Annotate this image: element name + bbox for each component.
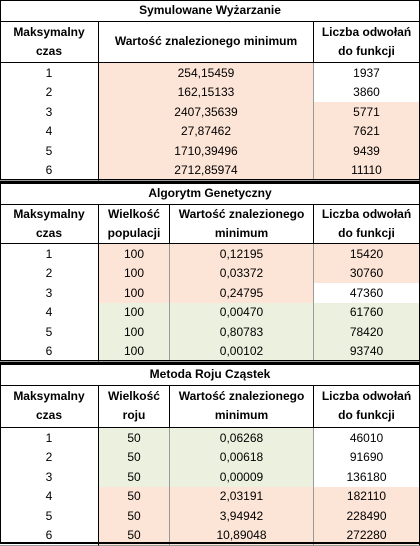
table-cell: 50 [99,487,170,508]
section-title: Metoda Roju Cząstek [0,364,420,386]
section-divider [0,362,420,364]
table-cell: 0,80783 [170,322,314,343]
table-cell: 3 [0,283,99,304]
table-cell: 1 [0,244,99,265]
column-header-label: Liczba odwołań do funkcji [314,387,419,425]
column-header: Wartość znalezionego minimum [170,204,314,244]
column-header-label: Maksymalny czas [0,387,98,425]
table-cell: 27,87462 [99,122,314,143]
table-cell: 100 [99,322,170,343]
column-header: Liczba odwołań do funkcji [314,204,420,244]
table-cell: 3 [0,467,99,488]
section-title: Symulowane Wyżarzanie [0,0,420,22]
column-header: Maksymalny czas [0,204,99,244]
table-cell: 0,00618 [170,448,314,469]
column-header-label: Wartość znalezionego minimum [170,205,313,243]
column-header: Wartość znalezionego minimum [99,21,314,63]
table-cell: 100 [99,283,170,304]
table-cell: 61760 [314,303,420,324]
table-cell: 46010 [314,428,420,449]
table-cell: 4 [0,122,99,143]
table-cell: 100 [99,342,170,363]
column-header-label: Wartość znalezionego minimum [115,32,297,51]
table-cell: 0,03372 [170,264,314,285]
table-cell: 100 [99,244,170,265]
table-cell: 1710,39496 [99,141,314,162]
table-cell: 162,15133 [99,83,314,104]
table-cell: 1 [0,428,99,449]
table-cell: 0,06268 [170,428,314,449]
column-header-label: Wielkość roju [99,387,169,425]
table-cell: 15420 [314,244,420,265]
table-cell: 78420 [314,322,420,343]
table-cell: 4 [0,303,99,324]
table-cell: 30760 [314,264,420,285]
section-title: Algorytm Genetyczny [0,183,420,205]
table-cell: 50 [99,467,170,488]
table-cell: 6 [0,342,99,363]
table-cell: 93740 [314,342,420,363]
column-header: Wartość znalezionego minimum [170,385,314,428]
column-header-label: Maksymalny czas [0,205,98,243]
table-cell: 228490 [314,506,420,527]
table-cell: 182110 [314,487,420,508]
table-cell: 3860 [314,83,420,104]
table-cell: 2 [0,83,99,104]
table-cell: 2 [0,264,99,285]
table-cell: 136180 [314,467,420,488]
table-cell: 11110 [314,161,420,182]
column-header: Liczba odwołań do funkcji [314,21,420,63]
table-cell: 2 [0,448,99,469]
table-cell: 2712,85974 [99,161,314,182]
column-header-label: Wartość znalezionego minimum [170,387,313,425]
table-cell: 0,00102 [170,342,314,363]
table-cell: 0,00470 [170,303,314,324]
table-cell: 5 [0,141,99,162]
column-header-label: Liczba odwołań do funkcji [314,23,419,61]
table-cell: 91690 [314,448,420,469]
table-cell: 0,24795 [170,283,314,304]
table-cell: 5 [0,506,99,527]
table-cell: 2407,35639 [99,102,314,123]
table-cell: 254,15459 [99,63,314,84]
column-header: Liczba odwołań do funkcji [314,385,420,428]
table-cell: 50 [99,506,170,527]
column-header: Wielkość roju [99,385,170,428]
table-cell: 6 [0,161,99,182]
table-cell: 0,00009 [170,467,314,488]
column-header-label: Liczba odwołań do funkcji [314,205,419,243]
table-cell: 4 [0,487,99,508]
column-header: Maksymalny czas [0,21,99,63]
table-cell: 5 [0,322,99,343]
table-cell: 100 [99,303,170,324]
table-cell: 50 [99,448,170,469]
table-cell: 1937 [314,63,420,84]
column-header-label: Maksymalny czas [0,23,98,61]
table-cell: 50 [99,428,170,449]
section-divider [0,181,420,183]
table-cell: 3,94942 [170,506,314,527]
table-cell: 9439 [314,141,420,162]
table-cell: 100 [99,264,170,285]
table-cell: 5771 [314,102,420,123]
column-header: Wielkość populacji [99,204,170,244]
column-header-label: Wielkość populacji [99,205,169,243]
column-header: Maksymalny czas [0,385,99,428]
table-cell: 3 [0,102,99,123]
table-cell: 47360 [314,283,420,304]
table-cell: 1 [0,63,99,84]
table-cell: 2,03191 [170,487,314,508]
table-cell: 0,12195 [170,244,314,265]
table-cell: 7621 [314,122,420,143]
